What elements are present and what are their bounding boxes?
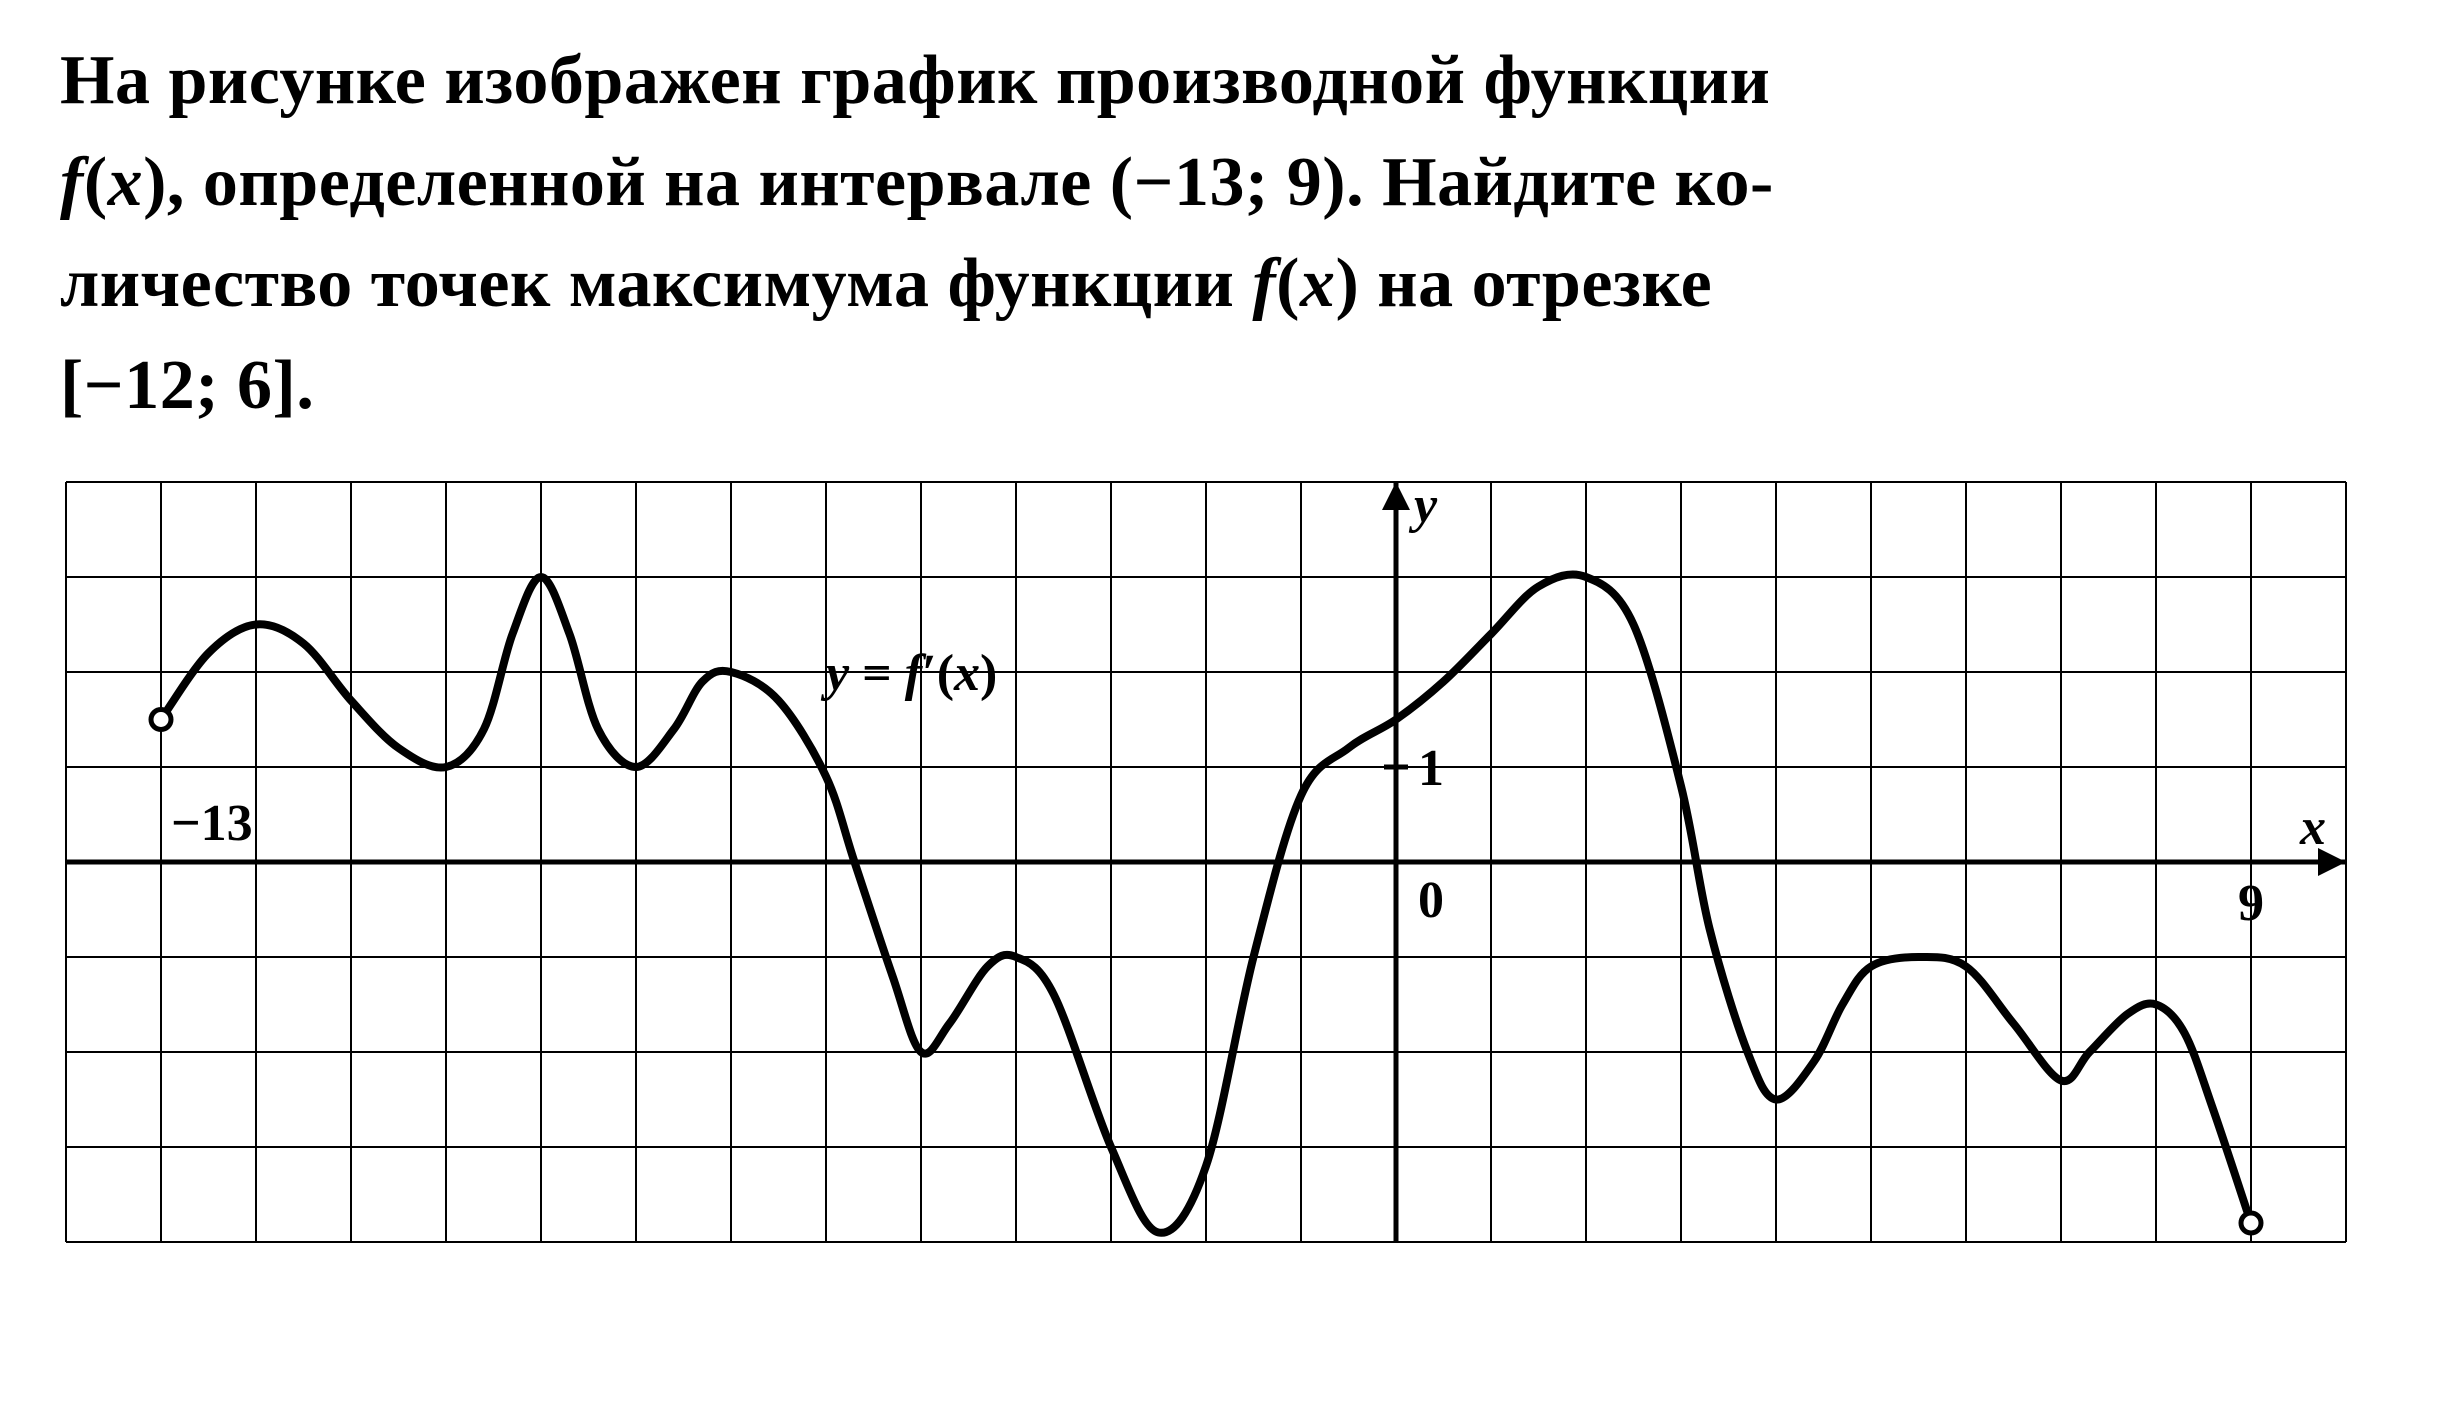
derivative-chart: y x 0 1 −13 9 y = f′(x) xyxy=(60,476,2352,1248)
origin-label: 0 xyxy=(1418,872,1444,929)
open-point xyxy=(151,710,171,730)
open-point xyxy=(2241,1213,2261,1233)
x-axis-label: x xyxy=(2299,799,2326,856)
left-bound-label: −13 xyxy=(171,795,253,852)
problem-statement: На рисунке изображен график производной … xyxy=(60,30,2377,436)
one-label: 1 xyxy=(1418,740,1444,797)
curve-label: y = f′(x) xyxy=(820,645,997,702)
chart-container: y x 0 1 −13 9 y = f′(x) xyxy=(60,476,2377,1248)
right-bound-label: 9 xyxy=(2238,875,2264,932)
y-axis-label: y xyxy=(1408,477,1438,534)
